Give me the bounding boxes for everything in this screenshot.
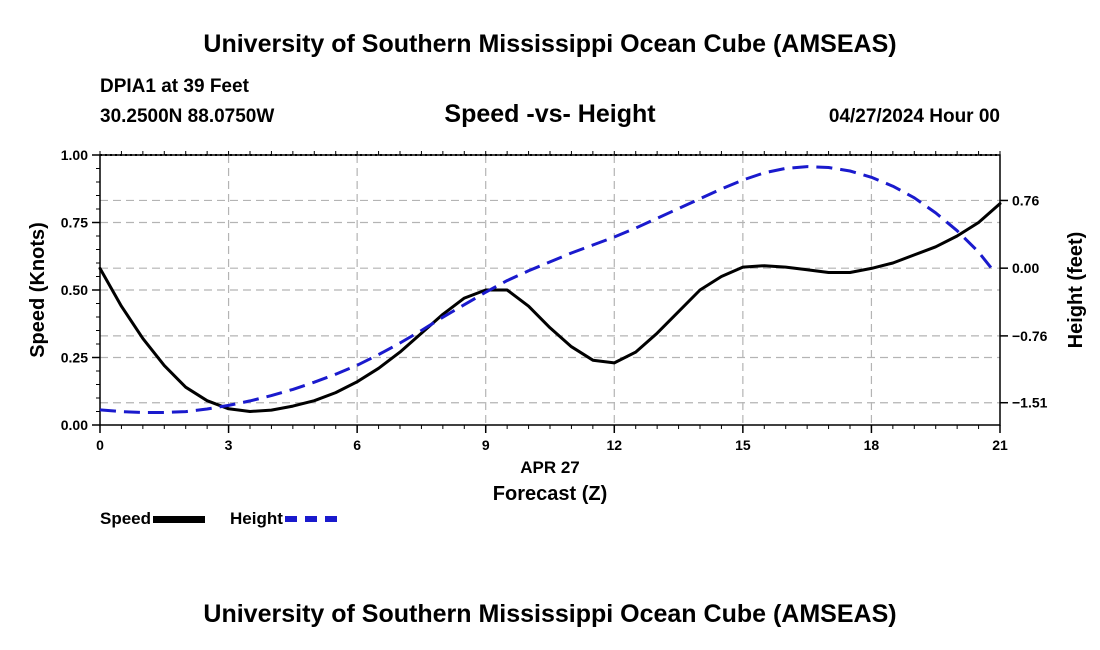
y-tick-label: 0.75 [61, 215, 88, 231]
x-tick-label: 9 [482, 437, 490, 453]
x-tick-label: 3 [225, 437, 233, 453]
x-tick-label: 6 [353, 437, 361, 453]
x-axis-label: Forecast (Z) [493, 483, 607, 505]
legend-speed: Speed [100, 509, 206, 529]
legend-height-label: Height [230, 509, 283, 528]
legend-speed-swatch [153, 515, 206, 523]
y-tick-label: 0.00 [61, 417, 88, 433]
coordinates-label: 30.2500N 88.0750W [100, 106, 275, 127]
y2-tick-label: −0.76 [1012, 328, 1048, 344]
legend-height-swatch [284, 516, 337, 522]
speed-series-line [98, 202, 1002, 413]
y2-tick-label: 0.76 [1012, 192, 1039, 208]
y2-tick-label: −1.51 [1012, 395, 1048, 411]
series-layer [98, 165, 1002, 414]
chart-subtitle: Speed -vs- Height [444, 100, 656, 128]
x-tick-label: 15 [735, 437, 751, 453]
x-tick-label: 0 [96, 437, 104, 453]
x-tick-label: 18 [864, 437, 880, 453]
y-tick-label: 0.50 [61, 282, 88, 298]
legend-height: Height [230, 509, 337, 529]
x-axis-date-label: APR 27 [520, 458, 580, 477]
y-tick-label: 1.00 [61, 147, 88, 163]
y2-axis-label: Height (feet) [1065, 232, 1087, 349]
y2-tick-label: 0.00 [1012, 260, 1039, 276]
grid-layer [100, 155, 1000, 425]
station-label: DPIA1 at 39 Feet [100, 76, 249, 97]
height-series-line [99, 165, 993, 414]
chart-title-top: University of Southern Mississippi Ocean… [203, 30, 897, 58]
chart-title-bottom: University of Southern Mississippi Ocean… [203, 600, 897, 628]
y-tick-label: 0.25 [61, 350, 88, 366]
legend-speed-label: Speed [100, 509, 152, 528]
forecast-datetime: 04/27/2024 Hour 00 [828, 106, 1000, 127]
x-tick-label: 21 [992, 437, 1008, 453]
tick-layer: 0 3 6 9 12 15 18 21 0.00 0.25 0.50 0.75 1.00 −1.51 −0.… [61, 147, 1048, 453]
y-axis-label: Speed (Knots) [27, 222, 49, 358]
x-tick-label: 12 [606, 437, 622, 453]
